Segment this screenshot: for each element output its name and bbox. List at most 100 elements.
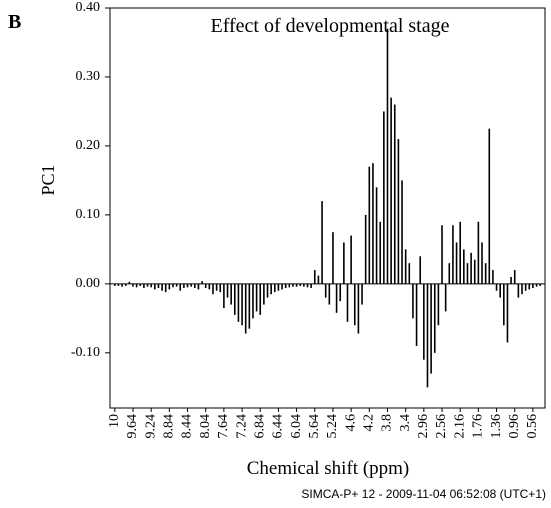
bar bbox=[430, 283, 432, 374]
bar bbox=[459, 221, 461, 284]
y-tick-label: -0.10 bbox=[71, 345, 100, 360]
y-axis-label: PC1 bbox=[38, 164, 58, 195]
bar bbox=[477, 221, 480, 284]
bar bbox=[273, 283, 276, 293]
x-tick-label: 8.04 bbox=[198, 414, 213, 439]
bar bbox=[535, 283, 538, 287]
bar bbox=[208, 283, 211, 290]
bar bbox=[219, 283, 222, 293]
bar bbox=[194, 283, 196, 288]
bar bbox=[295, 283, 298, 287]
bar bbox=[128, 281, 131, 284]
bar bbox=[263, 283, 265, 305]
bar bbox=[241, 283, 243, 326]
bar bbox=[470, 252, 472, 284]
bar bbox=[350, 235, 352, 284]
bar bbox=[353, 283, 356, 326]
bar bbox=[266, 283, 269, 298]
bar bbox=[230, 283, 232, 305]
bar bbox=[215, 283, 218, 291]
bar bbox=[124, 283, 127, 286]
bar bbox=[357, 283, 360, 334]
y-tick-label: 0.20 bbox=[76, 138, 101, 153]
bar bbox=[397, 139, 400, 284]
bar bbox=[499, 283, 501, 298]
x-tick-label: 5.64 bbox=[307, 414, 322, 439]
bar bbox=[372, 163, 374, 284]
x-tick-label: 9.24 bbox=[143, 414, 158, 439]
bar bbox=[223, 283, 225, 308]
x-tick-label: 10 bbox=[107, 414, 122, 428]
bar bbox=[368, 166, 371, 284]
bar bbox=[259, 283, 262, 315]
bar bbox=[197, 283, 200, 290]
bar bbox=[415, 283, 418, 346]
bar bbox=[292, 283, 294, 287]
bar bbox=[364, 214, 367, 284]
bar bbox=[157, 283, 160, 288]
bar bbox=[212, 283, 214, 295]
bar bbox=[524, 283, 527, 291]
bar bbox=[306, 283, 309, 288]
panel-label: B bbox=[8, 11, 21, 33]
bar bbox=[324, 283, 327, 298]
bar bbox=[150, 283, 152, 288]
bar bbox=[255, 283, 258, 312]
bar bbox=[172, 283, 174, 288]
bar bbox=[401, 180, 403, 284]
bar bbox=[386, 28, 389, 284]
bar bbox=[161, 283, 163, 291]
bar bbox=[233, 283, 236, 315]
x-tick-label: 9.64 bbox=[125, 414, 140, 439]
bar bbox=[521, 283, 523, 295]
bar bbox=[332, 232, 334, 284]
bar bbox=[444, 283, 447, 312]
bar bbox=[419, 256, 422, 284]
bar bbox=[495, 283, 498, 291]
bar bbox=[517, 283, 520, 298]
bar bbox=[361, 283, 363, 305]
bar bbox=[404, 249, 407, 284]
bar bbox=[426, 283, 429, 388]
x-tick-label: 0.56 bbox=[525, 414, 540, 439]
bar bbox=[186, 283, 189, 288]
bar bbox=[481, 242, 483, 284]
y-tick-label: 0.10 bbox=[76, 207, 101, 222]
bar bbox=[154, 283, 156, 290]
bar bbox=[390, 97, 392, 284]
bar bbox=[183, 283, 185, 288]
bar bbox=[313, 270, 316, 284]
bar bbox=[532, 283, 534, 288]
bar bbox=[412, 283, 414, 319]
bar bbox=[310, 283, 312, 288]
x-tick-label: 8.84 bbox=[162, 414, 177, 439]
bar bbox=[277, 283, 280, 291]
bar bbox=[463, 249, 465, 284]
bar bbox=[121, 283, 123, 287]
bar bbox=[143, 283, 145, 288]
bar bbox=[375, 187, 378, 284]
bar bbox=[179, 283, 182, 291]
bar bbox=[503, 283, 505, 326]
bar bbox=[299, 283, 302, 286]
bar bbox=[408, 263, 411, 284]
x-tick-label: 7.24 bbox=[234, 414, 249, 439]
bar bbox=[132, 283, 134, 287]
bar bbox=[168, 283, 171, 290]
y-tick-label: 0.40 bbox=[76, 0, 101, 15]
bar bbox=[190, 283, 192, 287]
bar bbox=[448, 263, 451, 284]
bar bbox=[204, 283, 207, 288]
bar bbox=[317, 275, 320, 284]
x-tick-label: 3.8 bbox=[380, 414, 395, 432]
x-tick-label: 6.04 bbox=[289, 414, 304, 439]
bar bbox=[539, 283, 541, 286]
bar bbox=[201, 281, 203, 284]
x-tick-label: 6.84 bbox=[252, 414, 267, 439]
bar bbox=[423, 283, 425, 360]
bar bbox=[346, 283, 349, 322]
bar bbox=[473, 259, 476, 284]
bar bbox=[455, 242, 458, 284]
bar bbox=[288, 283, 291, 288]
bar bbox=[175, 283, 178, 287]
